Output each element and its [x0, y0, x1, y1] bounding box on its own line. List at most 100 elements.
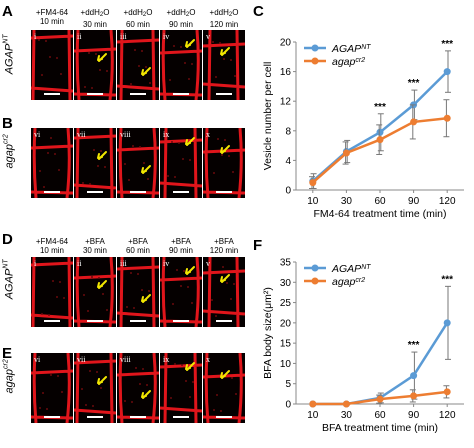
arrow-icon — [97, 280, 107, 289]
vesicle-dot — [191, 302, 193, 304]
vesicle-dot — [59, 281, 61, 283]
row-label-a: AGAPNT — [2, 34, 16, 75]
micrograph-image — [117, 128, 159, 198]
vesicle-dot — [85, 404, 87, 406]
y-tick-label: 16 — [280, 67, 292, 78]
vesicle-dot — [106, 309, 108, 311]
arrow-icon — [141, 390, 151, 399]
vesicle-dot — [100, 150, 102, 152]
vesicle-dot — [84, 86, 86, 88]
x-axis-label: BFA treatment time (min) — [322, 422, 438, 434]
micrograph-d-iii: iii — [117, 257, 159, 327]
vesicle-dot — [38, 39, 40, 41]
data-point — [443, 388, 451, 396]
vesicle-dot — [41, 74, 43, 76]
y-tick-label: 8 — [285, 126, 291, 137]
vesicle-dot — [39, 407, 41, 409]
column-header-a-3: +ddH2O 60 min — [123, 8, 153, 29]
vesicle-dot — [170, 397, 172, 399]
vesicle-dot — [46, 408, 48, 410]
panel-label-e: E — [2, 345, 13, 362]
significance-marker: *** — [408, 78, 420, 89]
cell-membrane — [31, 128, 73, 198]
vesicle-dot — [142, 368, 144, 370]
micrograph-image — [74, 257, 116, 327]
vesicle-dot — [147, 178, 149, 180]
y-tick-label: 30 — [280, 278, 292, 289]
vesicle-dot — [215, 76, 217, 78]
vesicle-dot — [139, 383, 141, 385]
vesicle-dot — [47, 152, 49, 154]
arrow-icon — [185, 39, 195, 48]
significance-marker: *** — [441, 39, 453, 50]
vesicle-dot — [191, 63, 193, 65]
x-tick-label: 120 — [439, 196, 456, 207]
arrow-icon — [141, 165, 151, 174]
scale-bar — [216, 416, 232, 418]
micrograph-a-v: v — [203, 30, 245, 100]
scale-bar — [87, 416, 103, 418]
vesicle-dot — [57, 375, 59, 377]
panel-numeral: viii — [120, 130, 131, 139]
vesicle-dot — [54, 153, 56, 155]
vesicle-dot — [92, 405, 94, 407]
significance-marker: *** — [408, 340, 420, 351]
vesicle-dot — [174, 363, 176, 365]
legend-label: agapcr2 — [332, 276, 365, 288]
micrograph-image — [160, 257, 202, 327]
vesicle-dot — [230, 59, 232, 61]
vesicle-dot — [89, 370, 91, 372]
y-tick-label: 20 — [280, 318, 292, 329]
significance-marker: *** — [441, 274, 453, 285]
vesicle-dot — [226, 282, 228, 284]
micrograph-image — [117, 353, 159, 423]
vesicle-dot — [138, 65, 140, 67]
panel-numeral: iii — [120, 32, 127, 41]
scale-bar — [216, 320, 232, 322]
vesicle-dot — [173, 45, 175, 47]
column-header-a-2: +ddH2O 30 min — [80, 8, 110, 29]
column-header-d-5: +BFA 120 min — [209, 237, 239, 255]
column-header-a-4: +ddH2O 90 min — [166, 8, 196, 29]
scale-bar — [44, 93, 60, 95]
data-point — [410, 118, 418, 126]
micrograph-b-ix: ix — [160, 128, 202, 198]
micrograph-image — [31, 353, 73, 423]
micrograph-image — [74, 128, 116, 198]
vesicle-dot — [222, 266, 224, 268]
vesicle-dot — [219, 42, 221, 44]
vesicle-dot — [126, 306, 128, 308]
micrograph-image — [117, 30, 159, 100]
micrograph-a-iv: iv — [160, 30, 202, 100]
vesicle-dot — [231, 377, 233, 379]
y-axis-label: BFA body size(μm²) — [262, 287, 274, 379]
vesicle-dot — [187, 286, 189, 288]
micrograph-b-vii: vii — [74, 128, 116, 198]
panel-numeral: v — [206, 32, 210, 41]
vesicle-dot — [182, 158, 184, 160]
cell-membrane — [31, 30, 73, 100]
micrograph-image — [203, 353, 245, 423]
row-label-e: agapcr2 — [2, 359, 16, 394]
vesicle-dot — [221, 154, 223, 156]
vesicle-dot — [141, 50, 143, 52]
y-tick-label: 35 — [280, 258, 292, 269]
cell-membrane — [203, 128, 245, 198]
cell-membrane — [117, 353, 159, 423]
vesicle-dot — [228, 155, 230, 157]
vesicle-dot — [149, 82, 151, 84]
scale-bar — [173, 416, 189, 418]
vesicle-dot — [212, 41, 214, 43]
micrograph-a-ii: ii — [74, 30, 116, 100]
vesicle-dot — [63, 297, 65, 299]
y-tick-label: 0 — [285, 400, 291, 411]
micrograph-b-viii: viii — [117, 128, 159, 198]
panel-numeral: v — [206, 259, 210, 268]
vesicle-dot — [87, 310, 89, 312]
data-point — [342, 149, 350, 157]
y-tick-label: 25 — [280, 298, 292, 309]
vesicle-dot — [133, 307, 135, 309]
data-point — [376, 395, 384, 403]
column-header-a-1: +FM4-64 10 min — [35, 8, 69, 26]
